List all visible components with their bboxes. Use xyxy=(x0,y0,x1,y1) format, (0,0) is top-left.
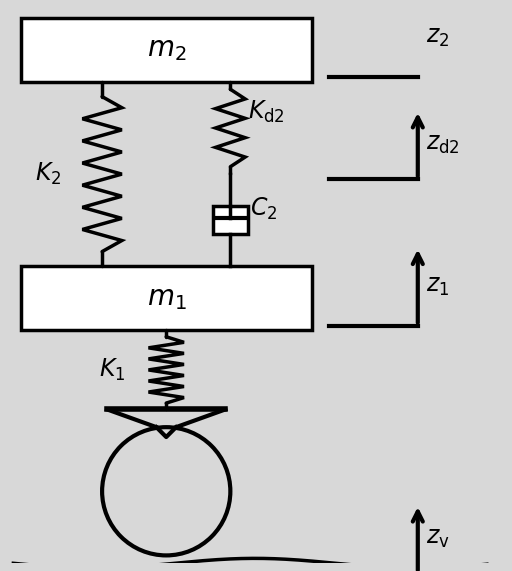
Text: $K_2$: $K_2$ xyxy=(35,161,61,187)
Bar xyxy=(21,266,312,331)
Text: $z_2$: $z_2$ xyxy=(425,26,449,49)
Text: $z_{\rm v}$: $z_{\rm v}$ xyxy=(425,527,450,550)
Bar xyxy=(21,18,312,82)
Text: $C_2$: $C_2$ xyxy=(250,195,278,222)
Text: $K_1$: $K_1$ xyxy=(99,357,125,383)
Text: $m_2$: $m_2$ xyxy=(147,37,186,63)
Text: $z_1$: $z_1$ xyxy=(425,275,449,297)
Text: $m_1$: $m_1$ xyxy=(147,285,186,312)
Text: $K_{\rm d2}$: $K_{\rm d2}$ xyxy=(248,98,285,124)
Bar xyxy=(212,207,248,234)
Text: $z_{\rm d2}$: $z_{\rm d2}$ xyxy=(425,133,459,156)
